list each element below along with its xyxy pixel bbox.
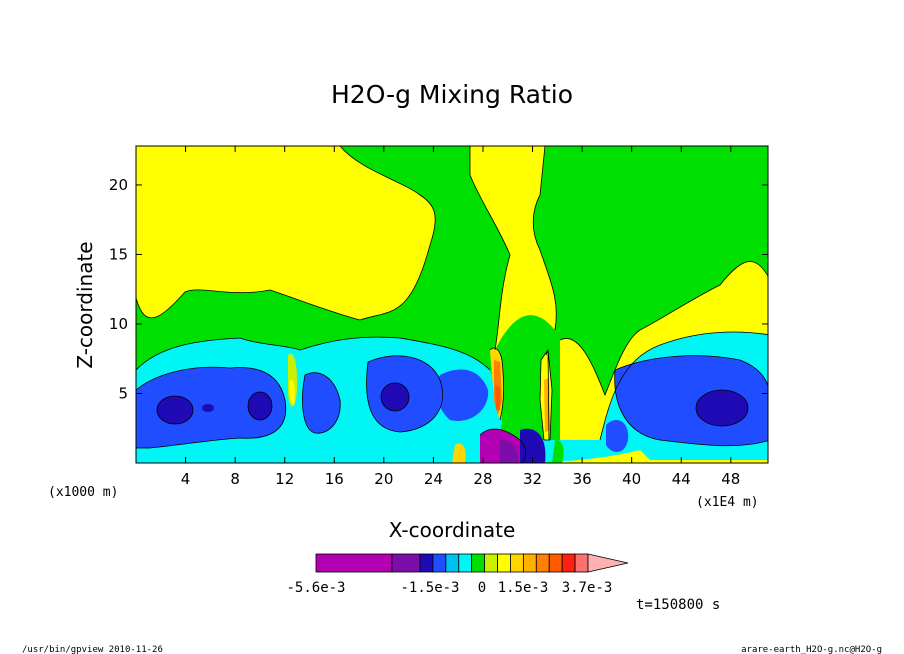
colorbar-swatch xyxy=(419,553,434,573)
colorbar-label: 1.5e-3 xyxy=(498,580,549,596)
colorbar-swatch xyxy=(484,553,498,573)
time-label: t=150800 s xyxy=(636,597,720,613)
colorbar-labels: -5.6e-3 -1.5e-3 0 1.5e-3 3.7e-3 xyxy=(286,580,612,596)
footer-left: /usr/bin/gpview 2010-11-26 xyxy=(22,645,163,654)
colorbar-swatch xyxy=(497,553,511,573)
contour-field xyxy=(136,146,768,463)
x-axis-label: X-coordinate xyxy=(389,518,516,542)
x-tick-label: 48 xyxy=(721,470,740,488)
x-unit-right: (x1E4 m) xyxy=(696,495,759,510)
y-tick-label: 10 xyxy=(109,315,128,333)
x-tick-label: 4 xyxy=(181,470,191,488)
plot-frame xyxy=(135,145,769,464)
x-tick-label: 16 xyxy=(325,470,344,488)
chart-title: H2O-g Mixing Ratio xyxy=(331,80,573,109)
colorbar-label: 0 xyxy=(478,580,486,596)
x-tick-label: 20 xyxy=(374,470,393,488)
colorbar-swatch xyxy=(522,553,537,573)
x-tick-label: 12 xyxy=(275,470,294,488)
y-tick-label: 15 xyxy=(109,245,128,263)
y-tick-label: 5 xyxy=(118,384,128,402)
x-tick-label: 32 xyxy=(523,470,542,488)
x-tick-label: 8 xyxy=(230,470,240,488)
x-tick-label: 40 xyxy=(622,470,641,488)
colorbar-swatch xyxy=(471,553,486,573)
colorbar-swatch xyxy=(561,553,576,573)
x-tick-label: 44 xyxy=(672,470,691,488)
x-unit-left: (x1000 m) xyxy=(48,485,118,500)
colorbar-swatch xyxy=(315,553,393,573)
colorbar-swatch xyxy=(510,553,524,573)
colorbar-label: -5.6e-3 xyxy=(286,580,345,596)
colorbar-label: 3.7e-3 xyxy=(562,580,613,596)
y-axis-label: Z-coordinate xyxy=(73,241,97,368)
x-tick-label: 28 xyxy=(473,470,492,488)
colorbar-swatch xyxy=(535,553,550,573)
colorbar-swatch xyxy=(574,553,589,573)
colorbar xyxy=(315,553,629,573)
colorbar-swatch xyxy=(548,553,563,573)
colorbar-label: -1.5e-3 xyxy=(400,580,459,596)
colorbar-swatch xyxy=(458,553,473,573)
colorbar-swatch xyxy=(432,553,447,573)
footer-right: arare-earth_H2O-g.nc@H2O-g xyxy=(741,645,882,654)
colorbar-arrow xyxy=(587,553,629,573)
y-tick-label: 20 xyxy=(109,176,128,194)
colorbar-swatch xyxy=(391,553,421,573)
colorbar-swatch xyxy=(445,553,460,573)
x-tick-label: 24 xyxy=(424,470,443,488)
x-tick-label: 36 xyxy=(573,470,592,488)
